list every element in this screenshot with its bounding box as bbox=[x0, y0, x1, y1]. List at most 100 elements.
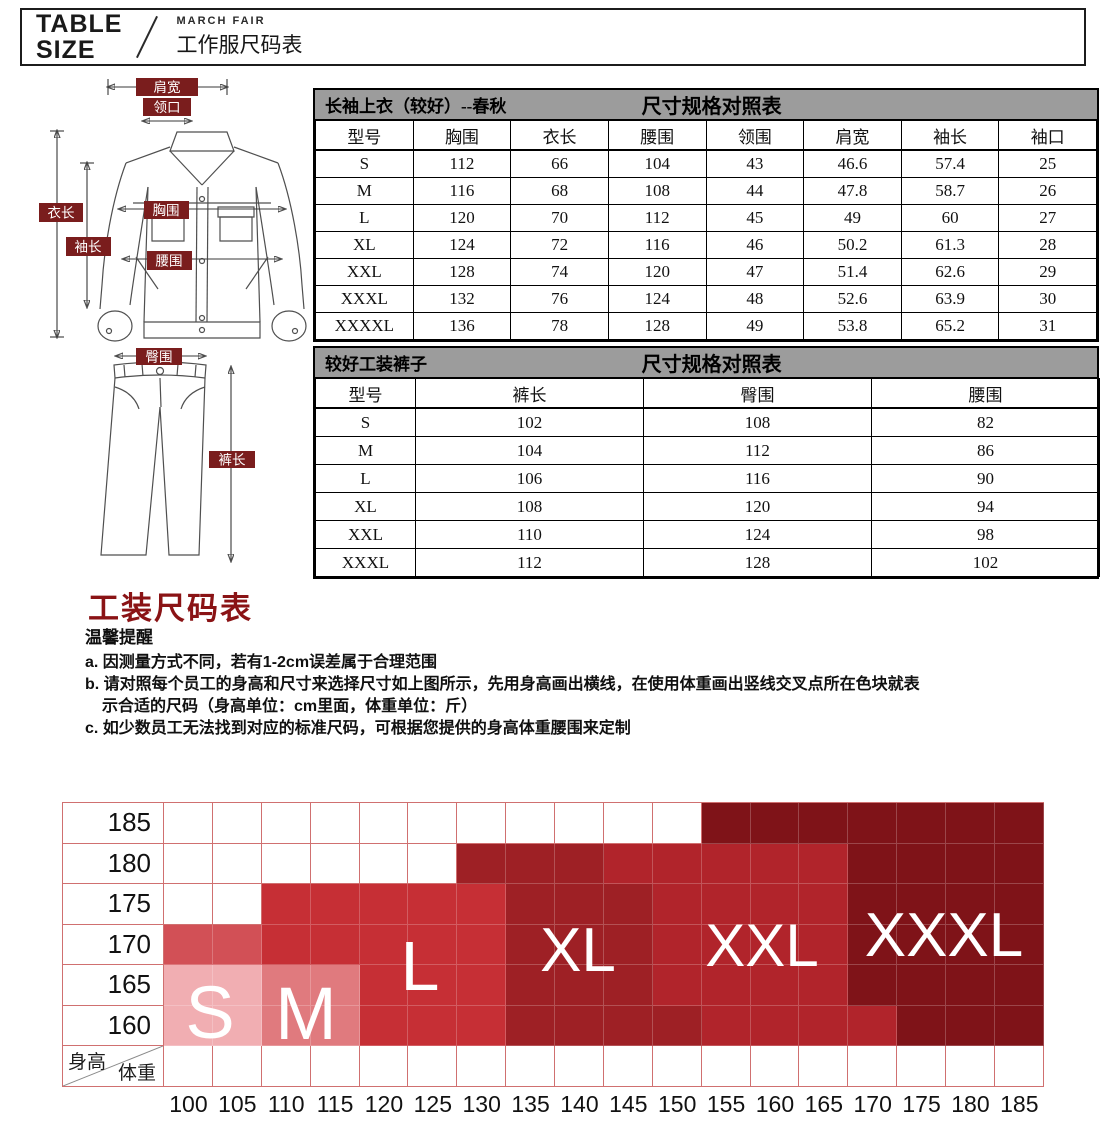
footer-grid-cell bbox=[946, 1046, 995, 1087]
table-row: L 120 70 112 45 49 60 27 bbox=[315, 204, 1097, 232]
heatmap-cell bbox=[310, 884, 360, 925]
footer-grid-cell bbox=[994, 1046, 1044, 1087]
table-row: M 116 68 108 44 47.8 58.7 26 bbox=[315, 177, 1097, 205]
heatmap-cell bbox=[555, 965, 604, 1006]
heatmap-cell bbox=[555, 924, 604, 965]
column-header: 袖长 bbox=[900, 120, 1000, 151]
pants-spec-table: 型号 裤长 臀围 腰围 S 102 108 82 M 104 112 86 L 106 116 90 XL 108… bbox=[315, 378, 1100, 577]
column-header: 领围 bbox=[705, 120, 805, 151]
notes-heading: 温馨提醒 bbox=[85, 628, 153, 647]
size-value-cell: 63.9 bbox=[900, 285, 1000, 313]
size-value-cell: 72 bbox=[510, 231, 609, 259]
size-value-cell: 47.8 bbox=[803, 177, 902, 205]
x-axis-tick: 160 bbox=[755, 1091, 795, 1117]
heatmap-cell bbox=[799, 924, 849, 965]
body-length-label: 衣长 bbox=[48, 206, 75, 221]
size-value-cell: 94 bbox=[871, 492, 1100, 521]
size-value-cell: 128 bbox=[643, 548, 872, 577]
y-axis-tick: 165 bbox=[62, 965, 164, 1006]
size-value-cell: 51.4 bbox=[803, 258, 902, 286]
size-value-cell: 82 bbox=[871, 407, 1100, 437]
size-value-cell: 124 bbox=[643, 520, 872, 549]
x-axis-tick: 150 bbox=[658, 1091, 697, 1117]
size-value-cell: 25 bbox=[998, 149, 1097, 178]
size-region-label: XL bbox=[540, 916, 616, 985]
y-axis-tick: 160 bbox=[62, 1005, 164, 1046]
size-value-cell: 112 bbox=[607, 204, 707, 232]
jacket-table-title: 长袖上衣（较好）--春秋 bbox=[325, 97, 507, 116]
size-value-cell: 110 bbox=[415, 520, 644, 549]
heatmap-cell bbox=[701, 965, 751, 1006]
heatmap-cell bbox=[261, 965, 311, 1006]
heatmap-cell bbox=[555, 1005, 604, 1046]
footer-grid-cell bbox=[603, 1046, 653, 1087]
heatmap-cell bbox=[652, 924, 702, 965]
heatmap-cell bbox=[261, 1005, 311, 1046]
row-size-label: XXXXL bbox=[315, 312, 414, 340]
heatmap-cell bbox=[750, 884, 800, 925]
heatmap-cell bbox=[359, 924, 409, 965]
heatmap-cell bbox=[164, 924, 213, 965]
size-value-cell: 120 bbox=[412, 204, 512, 232]
size-value-cell: 50.2 bbox=[803, 231, 902, 259]
chest-label: 胸围 bbox=[153, 203, 180, 218]
heatmap-cell bbox=[603, 1005, 653, 1046]
size-value-cell: 46.6 bbox=[803, 149, 902, 178]
heatmap-cell bbox=[994, 803, 1044, 844]
heatmap-cell bbox=[994, 924, 1044, 965]
heatmap-cell bbox=[652, 843, 702, 884]
heatmap-cell bbox=[408, 965, 458, 1006]
x-axis-tick: 155 bbox=[706, 1091, 746, 1117]
footer-grid-cell bbox=[652, 1046, 702, 1087]
size-value-cell: 49 bbox=[705, 312, 805, 340]
label-collar: 领口 bbox=[143, 98, 191, 116]
x-axis-tick: 130 bbox=[462, 1091, 501, 1117]
header-subtitle-en: MARCH FAIR bbox=[176, 15, 266, 27]
shoulder-width-label: 肩宽 bbox=[154, 79, 181, 95]
x-axis-tick: 165 bbox=[804, 1091, 843, 1117]
jacket-table-header-bar: 长袖上衣（较好）--春秋 尺寸规格对照表 bbox=[315, 90, 1097, 120]
x-axis-tick: 105 bbox=[218, 1091, 257, 1117]
size-value-cell: 58.7 bbox=[900, 177, 1000, 205]
heatmap-cell bbox=[408, 884, 458, 925]
x-axis-tick: 110 bbox=[267, 1091, 305, 1117]
x-axis-ticks: 100 105 110 115 120 125 130 135 140 145 150 155 160 1… bbox=[164, 1091, 1044, 1118]
heatmap-cell bbox=[212, 843, 262, 884]
heatmap-cell bbox=[799, 884, 849, 925]
pants-drawing bbox=[100, 361, 207, 556]
heatmap-cell bbox=[701, 843, 751, 884]
sleeve-length-label: 袖长 bbox=[75, 240, 102, 255]
heatmap-cell bbox=[310, 843, 360, 884]
footer-grid-cell bbox=[408, 1046, 458, 1087]
row-size-label: M bbox=[315, 436, 416, 465]
size-value-cell: 120 bbox=[607, 258, 707, 286]
row-size-label: XL bbox=[315, 492, 416, 521]
y-axis-tick: 180 bbox=[62, 843, 164, 884]
heatmap-cell bbox=[652, 803, 702, 844]
size-value-cell: 112 bbox=[415, 548, 644, 577]
row-size-label: XXXL bbox=[315, 285, 414, 313]
size-value-cell: 61.3 bbox=[900, 231, 1000, 259]
heatmap-cell bbox=[799, 803, 849, 844]
heatmap-cell bbox=[799, 843, 849, 884]
size-value-cell: 128 bbox=[412, 258, 512, 286]
heatmap-cell bbox=[799, 1005, 849, 1046]
size-value-cell: 116 bbox=[412, 177, 512, 205]
pants-table-title: 较好工装裤子 bbox=[325, 355, 427, 374]
heatmap-cell bbox=[750, 843, 800, 884]
heatmap-cell bbox=[555, 884, 604, 925]
note-line: b. 请对照每个员工的身高和尺寸来选择尺寸如上图所示，先用身高画出横线，在使用体… bbox=[85, 676, 920, 693]
jacket-size-table: 长袖上衣（较好）--春秋 尺寸规格对照表 型号 胸围 衣长 腰围 领围 肩宽 袖长 袖口 S 11… bbox=[313, 88, 1099, 342]
column-header: 胸围 bbox=[412, 120, 512, 151]
size-value-cell: 132 bbox=[412, 285, 512, 313]
size-value-cell: 62.6 bbox=[900, 258, 1000, 286]
row-size-label: L bbox=[315, 204, 414, 232]
size-value-cell: 102 bbox=[415, 407, 644, 437]
footer-grid-cell bbox=[506, 1046, 555, 1087]
size-region-label: S bbox=[185, 971, 235, 1054]
heatmap-cell bbox=[310, 965, 360, 1006]
jacket-spec-table: 型号 胸围 衣长 腰围 领围 肩宽 袖长 袖口 S 112 66 104 43 46.6 57.4 25 M 11… bbox=[315, 120, 1097, 340]
heatmap-cell bbox=[994, 884, 1044, 925]
heatmap-cell bbox=[603, 803, 653, 844]
x-axis-title: 体重 bbox=[117, 1063, 156, 1084]
